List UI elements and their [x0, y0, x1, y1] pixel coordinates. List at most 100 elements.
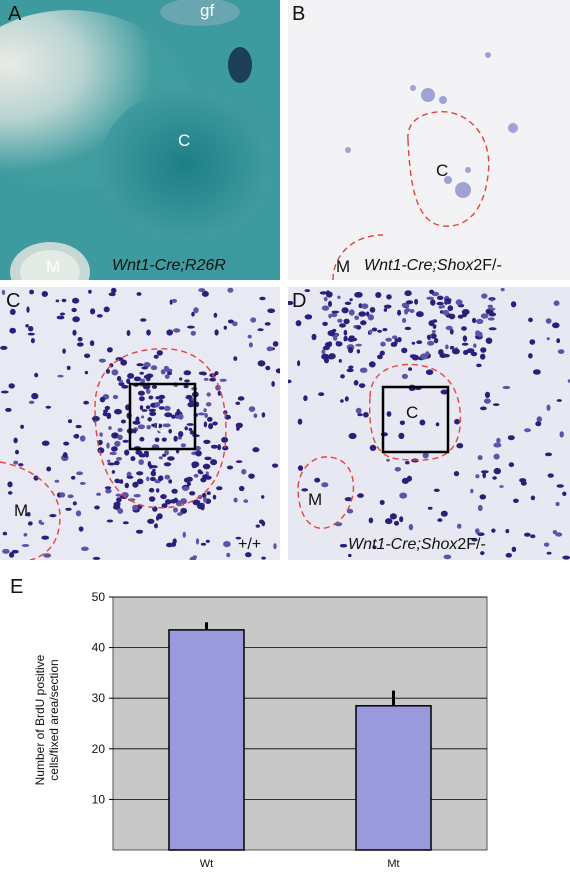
nucleus-dot — [461, 309, 470, 315]
nucleus-dot — [219, 378, 227, 382]
nucleus-dot — [193, 307, 199, 314]
nucleus-dot — [348, 432, 357, 440]
nucleus-dot — [113, 501, 121, 507]
nucleus-dot — [451, 348, 460, 355]
nucleus-dot — [205, 539, 210, 543]
nucleus-dot — [359, 367, 368, 373]
nucleus-dot — [437, 518, 443, 522]
nucleus-dot — [405, 300, 414, 305]
nucleus-dot — [173, 328, 181, 333]
nucleus-dot — [72, 316, 80, 323]
genotype-a: Wnt1-Cre;R26R — [112, 257, 226, 274]
nucleus-dot — [114, 408, 122, 415]
nucleus-dot — [130, 456, 136, 462]
nucleus-dot — [111, 470, 116, 474]
nucleus-dot — [59, 492, 66, 498]
nucleus-dot — [150, 476, 156, 482]
nucleus-dot — [83, 400, 89, 405]
nucleus-dot — [139, 436, 145, 442]
nucleus-dot — [487, 304, 493, 309]
nucleus-dot — [175, 415, 180, 419]
nucleus-dot — [138, 453, 147, 458]
nucleus-dot — [102, 411, 108, 417]
nucleus-dot — [480, 313, 489, 319]
nucleus-dot — [148, 496, 156, 502]
nucleus-dot — [401, 373, 408, 379]
nucleus-dot — [385, 337, 392, 342]
nucleus-dot — [409, 354, 417, 359]
nucleus-dot — [136, 478, 144, 485]
nucleus-dot — [189, 491, 196, 496]
nucleus-dot — [158, 399, 164, 404]
condyle-outline-c — [94, 348, 227, 509]
nucleus-dot — [191, 464, 197, 469]
nucleus-dot — [114, 460, 120, 466]
nucleus-dot — [141, 415, 145, 419]
nucleus-dot — [448, 313, 456, 320]
nucleus-dot — [341, 307, 349, 314]
nucleus-dot — [121, 384, 129, 389]
m-label-c: M — [14, 501, 29, 520]
nucleus-dot — [143, 362, 151, 368]
nucleus-dot — [433, 488, 440, 492]
c-label-a: C — [178, 131, 191, 150]
nucleus-dot — [146, 329, 151, 336]
nucleus-dot — [146, 388, 151, 394]
nucleus-dot — [151, 423, 155, 427]
nucleus-dot — [161, 503, 168, 509]
nucleus-dot — [248, 406, 256, 412]
nucleus-dot — [136, 292, 142, 296]
nucleus-dot — [226, 552, 231, 558]
nucleus-dot — [440, 389, 449, 395]
nucleus-dot — [419, 419, 426, 426]
nucleus-dot — [536, 416, 542, 423]
nucleus-dot — [105, 368, 110, 374]
nucleus-dot — [227, 287, 234, 293]
nucleus-dot — [511, 546, 517, 552]
nucleus-dot — [153, 354, 159, 359]
nucleus-dot — [223, 325, 227, 330]
nucleus-dot — [530, 495, 536, 501]
nucleus-dot — [217, 390, 222, 396]
nucleus-dot — [206, 491, 211, 495]
nucleus-dot — [137, 424, 145, 430]
nucleus-dot — [321, 305, 330, 311]
nucleus-dot — [99, 432, 103, 437]
nucleus-dot — [401, 347, 408, 354]
nucleus-dot — [346, 368, 354, 373]
nucleus-dot — [154, 523, 158, 529]
nucleus-dot — [78, 526, 84, 532]
nucleus-dot — [250, 317, 257, 323]
nucleus-dot — [377, 329, 383, 333]
nucleus-dot — [480, 347, 487, 353]
nucleus-dot — [411, 341, 416, 345]
nucleus-dot — [428, 320, 435, 327]
nucleus-dot — [99, 396, 106, 403]
nucleus-dot — [382, 328, 388, 332]
nucleus-dot — [264, 322, 271, 326]
nucleus-dot — [430, 333, 437, 339]
nucleus-dot — [472, 317, 477, 324]
nucleus-dot — [324, 341, 333, 348]
nucleus-dot — [206, 392, 211, 397]
nucleus-dot — [524, 428, 531, 433]
nucleus-dot — [528, 353, 533, 359]
nucleus-dot — [331, 312, 338, 318]
nucleus-dot — [480, 406, 487, 411]
nucleus-dot — [427, 506, 433, 510]
nucleus-dot — [328, 313, 332, 319]
nucleus-dot — [335, 341, 343, 347]
nucleus-dot — [94, 505, 100, 510]
nucleus-dot — [524, 532, 531, 537]
nucleus-dot — [455, 299, 463, 306]
nucleus-dot — [233, 497, 238, 503]
nucleus-dot — [214, 371, 219, 376]
nucleus-dot — [426, 296, 434, 300]
nucleus-dot — [442, 309, 450, 316]
nucleus-dot — [195, 538, 200, 545]
nucleus-dot — [433, 338, 439, 344]
nucleus-dot — [380, 341, 386, 347]
nucleus-dot — [328, 300, 332, 307]
nucleus-dot — [493, 467, 501, 475]
nucleus-dot — [5, 407, 12, 412]
